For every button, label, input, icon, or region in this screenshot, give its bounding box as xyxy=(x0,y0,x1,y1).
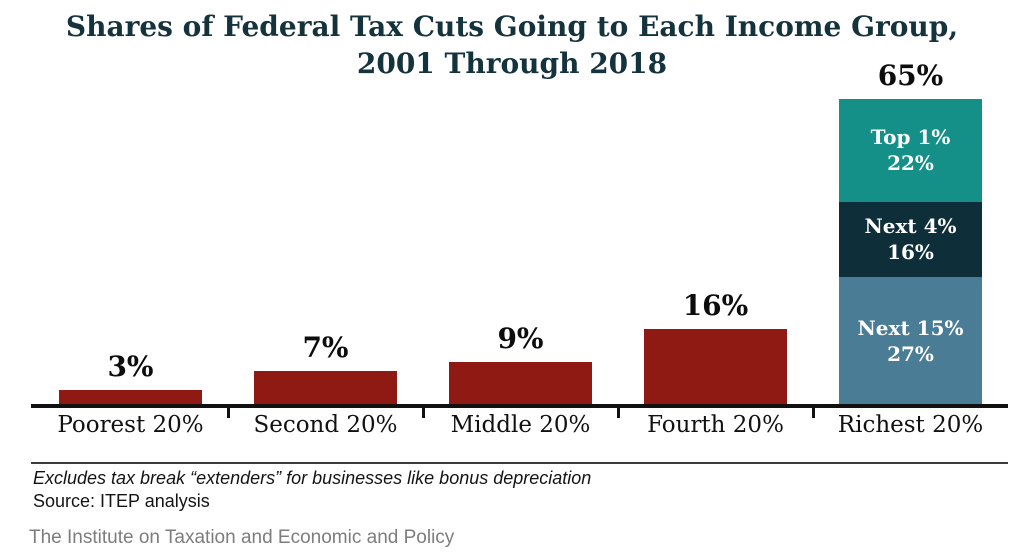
value-label-second-20: 7% xyxy=(302,331,349,365)
segment-next-15: Next 15% 27% xyxy=(839,277,982,404)
category-label-poorest-20: Poorest 20% xyxy=(57,412,204,438)
source-line: Source: ITEP analysis xyxy=(33,491,210,511)
chart-title-line2: 2001 Through 2018 xyxy=(356,47,668,80)
value-label-fourth-20: 16% xyxy=(682,288,749,322)
segment-next-4: Next 4% 16% xyxy=(839,201,982,278)
attribution: The Institute on Taxation and Economic a… xyxy=(29,527,455,548)
category-label-fourth-20: Fourth 20% xyxy=(647,412,784,438)
bar-poorest-20 xyxy=(59,389,202,404)
value-label-poorest-20: 3% xyxy=(107,349,154,383)
segment-name: Next 15% xyxy=(857,315,964,340)
axis-tick-1 xyxy=(227,404,230,418)
category-label-richest-20: Richest 20% xyxy=(837,412,984,438)
segment-name: Top 1% xyxy=(870,125,951,150)
axis-tick-4 xyxy=(812,404,815,418)
footnote: Excludes tax break “extenders” for busin… xyxy=(33,468,592,488)
axis-tick-3 xyxy=(617,404,620,418)
chart-title-line1: Shares of Federal Tax Cuts Going to Each… xyxy=(65,10,959,43)
segment-label-next-15: Next 15% 27% xyxy=(858,315,964,367)
value-label-middle-20: 9% xyxy=(497,321,544,355)
category-label-second-20: Second 20% xyxy=(253,412,398,438)
footer-divider xyxy=(31,462,1008,464)
bar-middle-20 xyxy=(449,361,592,404)
bar-fourth-20 xyxy=(644,328,787,404)
value-label-richest-20: 65% xyxy=(877,58,944,92)
segment-name: Next 4% xyxy=(864,214,957,239)
chart-title: Shares of Federal Tax Cuts Going to Each… xyxy=(0,8,1024,82)
segment-value: 16% xyxy=(887,240,934,265)
bar-second-20 xyxy=(254,371,397,404)
segment-label-top-1: Top 1% 22% xyxy=(871,124,951,176)
x-axis-line xyxy=(31,404,1008,408)
axis-tick-2 xyxy=(422,404,425,418)
category-label-middle-20: Middle 20% xyxy=(450,412,591,438)
bar-richest-20: Top 1% 22% Next 4% 16% Next 15% 27% xyxy=(839,98,982,405)
segment-value: 22% xyxy=(887,151,934,176)
segment-label-next-4: Next 4% 16% xyxy=(864,213,956,265)
segment-value: 27% xyxy=(887,341,934,366)
segment-top-1: Top 1% 22% xyxy=(839,98,982,202)
